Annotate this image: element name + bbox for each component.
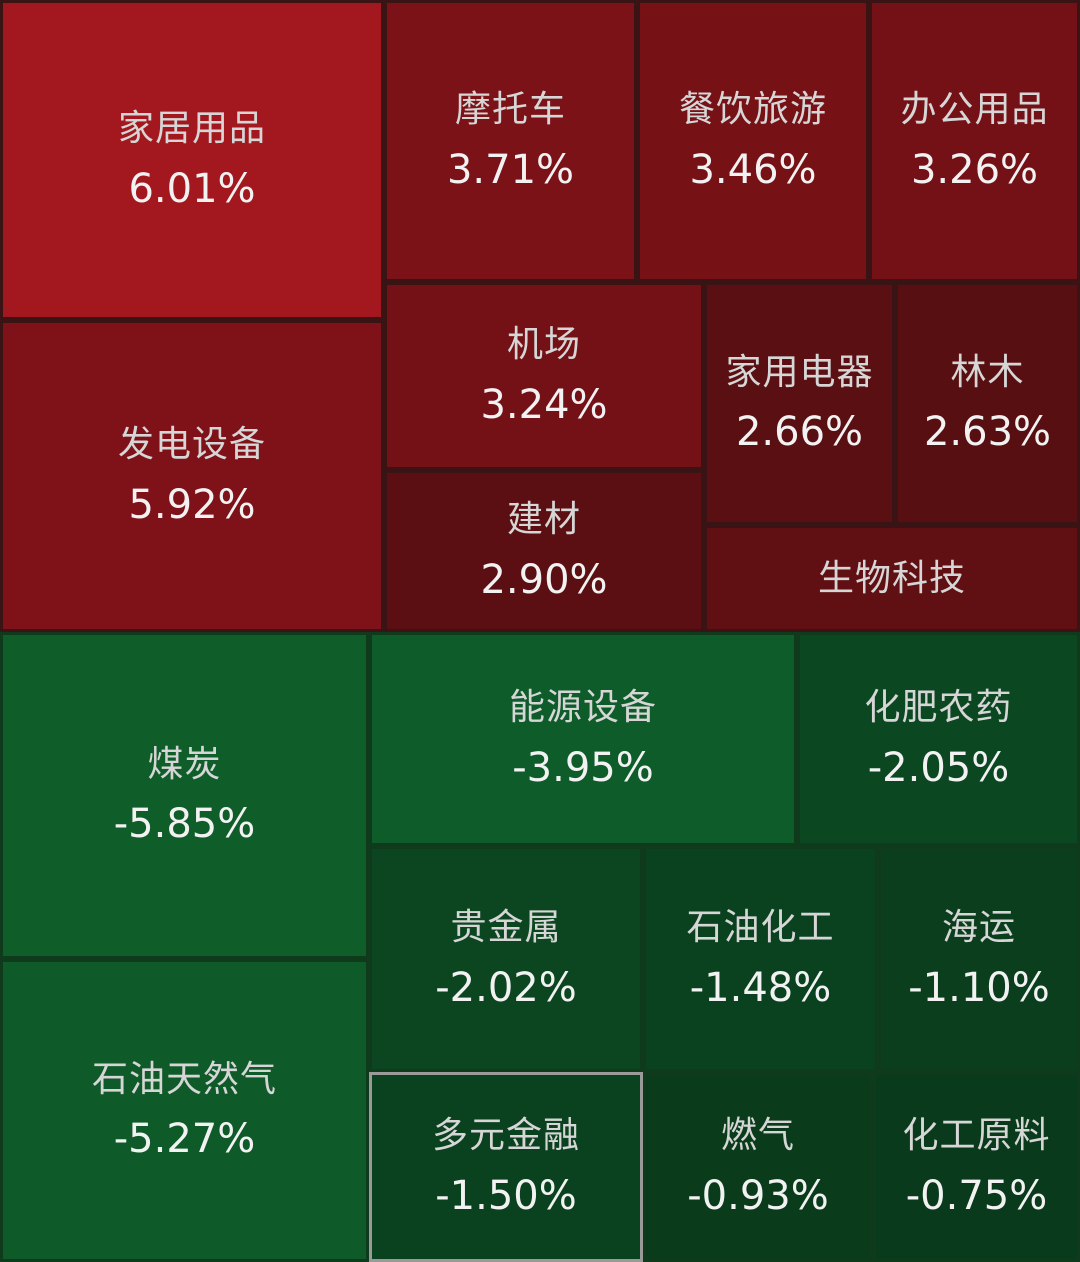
- tile-name: 餐饮旅游: [678, 89, 827, 131]
- tile-name: 家居用品: [117, 108, 266, 150]
- tile-name: 家用电器: [725, 351, 874, 393]
- treemap-tile[interactable]: 发电设备 5.92%: [0, 320, 384, 632]
- treemap-tile[interactable]: 办公用品 3.26%: [869, 0, 1080, 282]
- tile-value: -0.75%: [905, 1172, 1048, 1219]
- treemap-tile[interactable]: 海运 -1.10%: [878, 846, 1080, 1072]
- tile-name: 建材: [506, 499, 581, 541]
- tile-value: -2.05%: [867, 744, 1010, 791]
- tile-value: 3.26%: [910, 146, 1039, 193]
- tile-name: 摩托车: [454, 89, 566, 131]
- treemap-tile[interactable]: 贵金属 -2.02%: [369, 846, 643, 1072]
- treemap-tile[interactable]: 燃气 -0.93%: [643, 1072, 873, 1262]
- tile-name: 能源设备: [508, 687, 657, 729]
- tile-value: 2.90%: [480, 556, 608, 603]
- treemap-tile[interactable]: 石油天然气 -5.27%: [0, 959, 369, 1262]
- treemap-tile[interactable]: 煤炭 -5.85%: [0, 632, 369, 959]
- tile-value: -1.50%: [435, 1172, 577, 1219]
- treemap-tile[interactable]: 化工原料 -0.75%: [873, 1072, 1080, 1262]
- tile-value: -5.27%: [113, 1116, 256, 1163]
- tile-name: 贵金属: [450, 907, 562, 949]
- tile-name: 多元金融: [431, 1115, 580, 1157]
- tile-value: 3.24%: [480, 381, 608, 428]
- tile-name: 生物科技: [817, 557, 966, 599]
- tile-name: 煤炭: [147, 743, 222, 785]
- tile-value: -5.85%: [113, 801, 256, 848]
- treemap-tile[interactable]: 能源设备 -3.95%: [369, 632, 797, 846]
- tile-name: 化肥农药: [864, 687, 1013, 729]
- treemap-tile[interactable]: 建材 2.90%: [384, 470, 704, 632]
- treemap-tile[interactable]: 家居用品 6.01%: [0, 0, 384, 320]
- treemap-tile[interactable]: 机场 3.24%: [384, 282, 704, 470]
- treemap-tile[interactable]: 摩托车 3.71%: [384, 0, 637, 282]
- tile-value: 5.92%: [128, 481, 256, 528]
- tile-value: 2.66%: [735, 409, 864, 456]
- tile-value: -3.95%: [512, 744, 654, 791]
- tile-name: 海运: [941, 907, 1016, 949]
- treemap-tile[interactable]: 生物科技: [704, 525, 1080, 632]
- tile-value: 3.71%: [446, 146, 575, 193]
- tile-name: 机场: [506, 324, 581, 366]
- treemap-tile[interactable]: 多元金融 -1.50%: [369, 1072, 643, 1262]
- tile-value: -2.02%: [435, 964, 577, 1011]
- treemap-tile[interactable]: 林木 2.63%: [895, 282, 1080, 525]
- treemap-tile[interactable]: 化肥农药 -2.05%: [797, 632, 1080, 846]
- tile-name: 发电设备: [117, 424, 266, 466]
- tile-name: 化工原料: [902, 1115, 1051, 1157]
- treemap-tile[interactable]: 石油化工 -1.48%: [643, 846, 878, 1072]
- treemap-tile[interactable]: 餐饮旅游 3.46%: [637, 0, 869, 282]
- tile-name: 办公用品: [900, 89, 1049, 131]
- tile-name: 石油化工: [686, 907, 835, 949]
- tile-value: 6.01%: [128, 165, 256, 212]
- tile-value: 3.46%: [689, 146, 817, 193]
- tile-value: -1.10%: [908, 964, 1050, 1011]
- tile-value: 2.63%: [923, 409, 1052, 456]
- tile-name: 林木: [950, 351, 1025, 393]
- tile-name: 石油天然气: [91, 1058, 277, 1100]
- treemap-tile[interactable]: 家用电器 2.66%: [704, 282, 895, 525]
- tile-value: -1.48%: [689, 964, 832, 1011]
- tile-name: 燃气: [720, 1115, 795, 1157]
- tile-value: -0.93%: [687, 1172, 829, 1219]
